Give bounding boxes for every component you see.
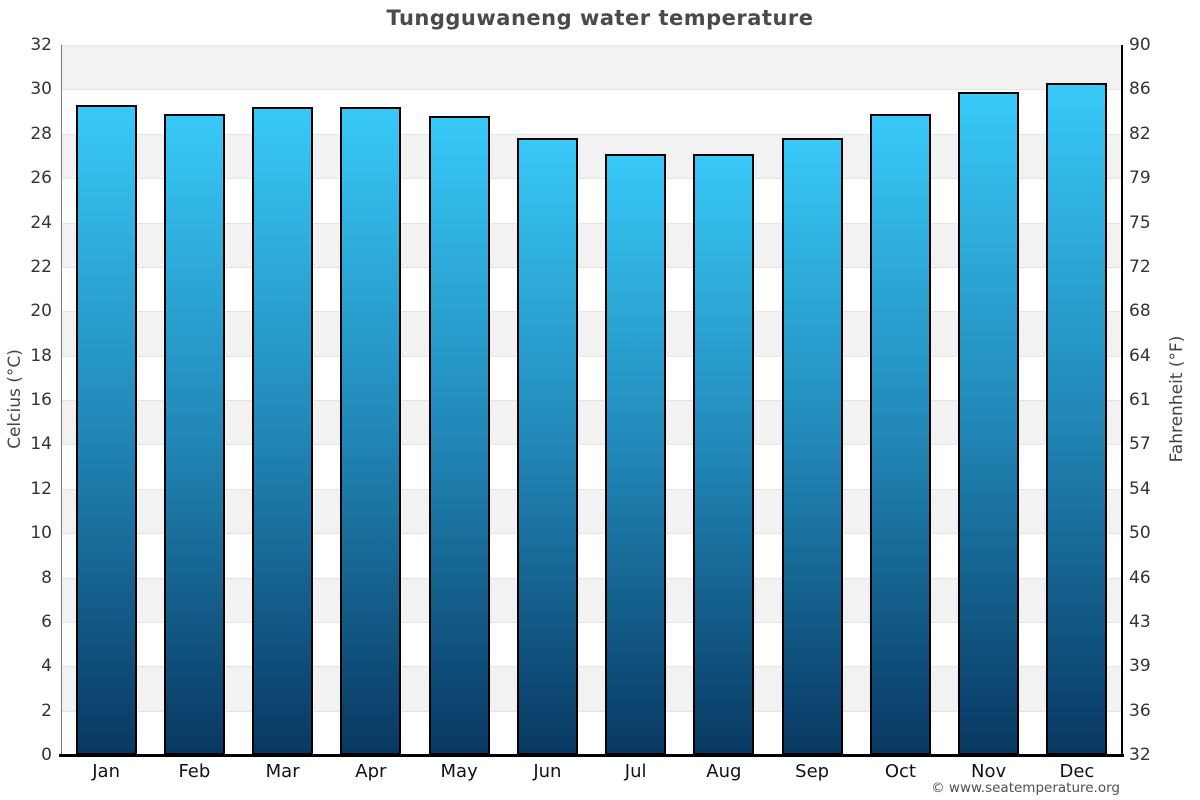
plot-band (62, 311, 1121, 356)
x-label-dec: Dec (1059, 761, 1095, 782)
bar-oct (869, 113, 931, 755)
tick-label-39: 39 (1129, 656, 1151, 677)
tick-label-16: 16 (30, 390, 52, 410)
tick-label-30: 30 (30, 79, 52, 100)
plot-band (62, 621, 1121, 667)
tick-label-75: 75 (1129, 212, 1151, 233)
tick-label-68: 68 (1129, 301, 1151, 322)
tick-label-22: 22 (30, 256, 52, 277)
bar-slot-dec (1033, 45, 1121, 755)
plot-band (62, 222, 1121, 267)
bar-slot-may (415, 45, 503, 755)
bar-slot-feb (150, 45, 238, 755)
bar-may (428, 116, 490, 755)
plot-band (62, 178, 1121, 223)
plot-area (62, 45, 1121, 755)
plot-band (62, 133, 1121, 179)
tick-label-43: 43 (1129, 611, 1151, 632)
bar-dec (1046, 82, 1108, 755)
x-label-oct: Oct (884, 761, 916, 782)
tick-label-0: 0 (41, 745, 52, 765)
right-axis-title: Fahrenheit (°F) (1167, 335, 1187, 463)
tick-label-4: 4 (41, 656, 52, 677)
plot-band (62, 710, 1121, 755)
bar-series (62, 45, 1121, 755)
tick-label-82: 82 (1129, 123, 1151, 144)
plot-band (62, 355, 1121, 400)
plot-band (62, 577, 1121, 622)
bar-aug (693, 153, 755, 755)
plot-band (62, 400, 1121, 445)
x-label-apr: Apr (355, 761, 387, 782)
tick-label-14: 14 (30, 434, 52, 455)
bar-nov (958, 91, 1020, 755)
plot-band (62, 266, 1121, 312)
bar-slot-oct (856, 45, 944, 755)
bar-feb (163, 113, 225, 755)
tick-label-79: 79 (1129, 168, 1151, 189)
x-label-aug: Aug (706, 761, 742, 782)
bar-slot-aug (680, 45, 768, 755)
plot-band (62, 444, 1121, 489)
bar-jan (75, 104, 137, 755)
tick-label-24: 24 (30, 212, 52, 233)
tick-label-46: 46 (1129, 567, 1151, 588)
bar-apr (340, 107, 402, 755)
tick-label-12: 12 (30, 478, 52, 499)
chart-title: Tungguwaneng water temperature (386, 6, 814, 30)
bottom-axis-line (59, 754, 1124, 757)
tick-label-32: 32 (1129, 745, 1151, 765)
background-bands (62, 45, 1121, 755)
x-label-feb: Feb (178, 761, 211, 782)
tick-label-20: 20 (30, 301, 52, 322)
bar-slot-apr (327, 45, 415, 755)
tick-label-26: 26 (30, 168, 52, 189)
x-label-jul: Jul (624, 761, 647, 782)
tick-label-61: 61 (1129, 390, 1151, 410)
bar-sep (781, 138, 843, 755)
tick-label-50: 50 (1129, 523, 1151, 544)
x-label-jun: Jun (533, 761, 562, 782)
plot-band (62, 45, 1121, 90)
left-axis-title: Celcius (°C) (5, 349, 25, 449)
bar-slot-nov (945, 45, 1033, 755)
tick-label-86: 86 (1129, 79, 1151, 100)
x-label-jan: Jan (92, 761, 120, 782)
x-label-may: May (440, 761, 478, 782)
bar-slot-mar (239, 45, 327, 755)
copyright-text: © www.seatemperature.org (931, 780, 1120, 796)
x-axis-labels: Jan Feb Mar Apr May Jun Jul Aug Sep Oct Nov Dec (62, 761, 1121, 782)
tick-label-64: 64 (1129, 345, 1151, 366)
tick-label-32: 32 (30, 35, 52, 55)
bar-jun (516, 138, 578, 755)
right-axis-line (1121, 45, 1123, 757)
bar-slot-sep (768, 45, 856, 755)
bar-slot-jun (503, 45, 591, 755)
plot-band (62, 533, 1121, 578)
tick-label-54: 54 (1129, 478, 1151, 499)
tick-label-90: 90 (1129, 35, 1151, 55)
tick-label-36: 36 (1129, 700, 1151, 721)
x-label-nov: Nov (971, 761, 1007, 782)
x-label-sep: Sep (795, 761, 830, 782)
plot-band (62, 666, 1121, 711)
bar-slot-jul (592, 45, 680, 755)
tick-label-8: 8 (41, 567, 52, 588)
bar-jul (605, 153, 667, 755)
plot-band (62, 488, 1121, 534)
bar-mar (252, 107, 314, 755)
tick-label-72: 72 (1129, 256, 1151, 277)
tick-label-10: 10 (30, 523, 52, 544)
tick-label-6: 6 (41, 611, 52, 632)
left-axis-line (60, 45, 62, 755)
tick-label-2: 2 (41, 700, 52, 721)
plot-band (62, 89, 1121, 134)
tick-label-57: 57 (1129, 434, 1151, 455)
tick-label-28: 28 (30, 123, 52, 144)
x-label-mar: Mar (265, 761, 300, 782)
tick-label-18: 18 (30, 345, 52, 366)
bar-slot-jan (62, 45, 150, 755)
